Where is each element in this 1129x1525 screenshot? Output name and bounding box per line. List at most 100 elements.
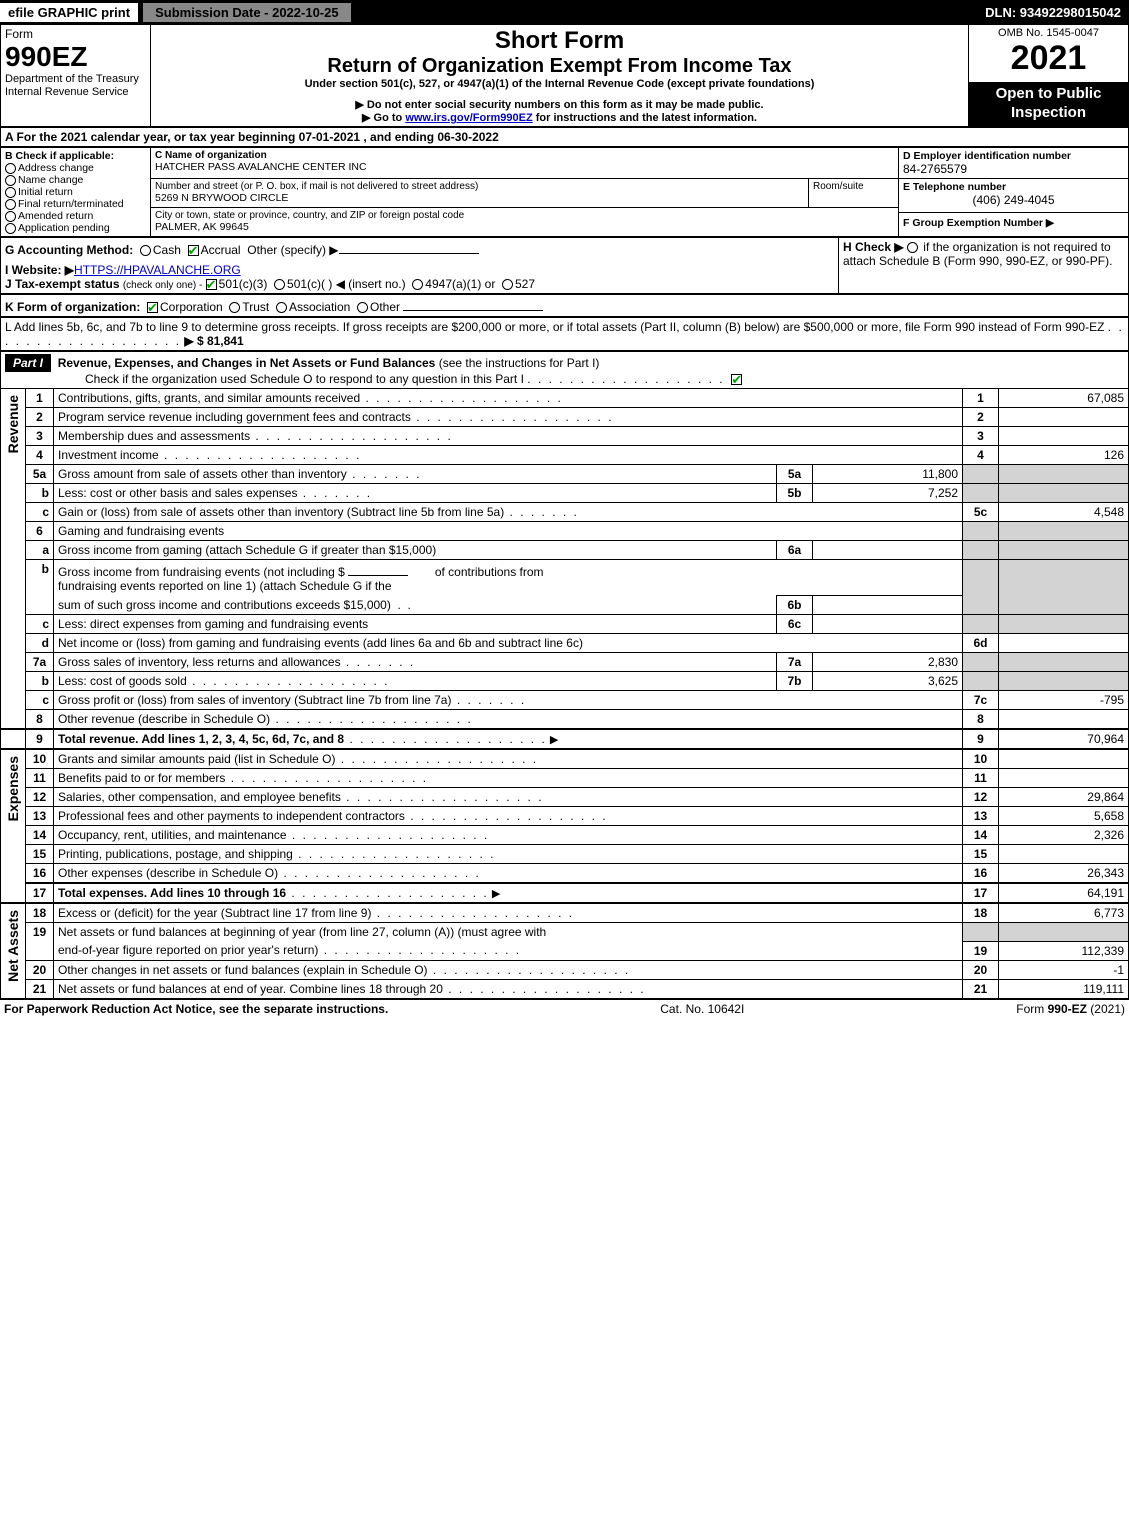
form-word: Form <box>5 27 146 41</box>
ln7a-num: 7a <box>26 653 54 672</box>
b-opt-final: Final return/terminated <box>5 198 146 210</box>
ln5c-amt: 4,548 <box>999 503 1129 522</box>
city: PALMER, AK 99645 <box>155 221 894 233</box>
grey-6a-amt <box>999 541 1129 560</box>
grey-19 <box>963 923 999 942</box>
ln14-num: 14 <box>26 826 54 845</box>
g-cash: Cash <box>153 243 181 257</box>
netassets-table: Net Assets 18 Excess or (deficit) for th… <box>0 903 1129 999</box>
ln3-amt <box>999 427 1129 446</box>
grey-6c-amt <box>999 615 1129 634</box>
ln16-ref: 16 <box>963 864 999 884</box>
schedule-o-checkbox[interactable] <box>731 374 742 385</box>
ln6c-iref: 6c <box>777 615 813 634</box>
omb-number: OMB No. 1545-0047 <box>973 27 1124 39</box>
ln3-ref: 3 <box>963 427 999 446</box>
city-label: City or town, state or province, country… <box>155 210 894 221</box>
open-to-public: Open to Public Inspection <box>969 82 1129 126</box>
ln6d-amt <box>999 634 1129 653</box>
ln8-amt <box>999 710 1129 730</box>
ln2-ref: 2 <box>963 408 999 427</box>
ln15-ref: 15 <box>963 845 999 864</box>
website-link[interactable]: HTTPS://HPAVALANCHE.ORG <box>74 263 241 277</box>
grey-6b2 <box>963 596 999 615</box>
grey-7a <box>963 653 999 672</box>
ln11-ref: 11 <box>963 769 999 788</box>
ln6c-num: c <box>26 615 54 634</box>
ln21-num: 21 <box>26 979 54 998</box>
grey-7b <box>963 672 999 691</box>
ln8-num: 8 <box>26 710 54 730</box>
ln9-num: 9 <box>26 729 54 749</box>
ln7c-amt: -795 <box>999 691 1129 710</box>
footer: For Paperwork Reduction Act Notice, see … <box>0 999 1129 1018</box>
irs-link[interactable]: www.irs.gov/Form990EZ <box>405 112 532 124</box>
ln13-amt: 5,658 <box>999 807 1129 826</box>
expenses-table: Expenses 10 Grants and similar amounts p… <box>0 749 1129 903</box>
ln12-num: 12 <box>26 788 54 807</box>
b-opt-name: Name change <box>5 174 146 186</box>
ln9-amt: 70,964 <box>999 729 1129 749</box>
dept-treasury: Department of the Treasury <box>5 73 146 86</box>
ln4-desc: Investment income <box>58 448 159 462</box>
ln4-num: 4 <box>26 446 54 465</box>
ln14-desc: Occupancy, rent, utilities, and maintena… <box>58 828 287 842</box>
ln10-num: 10 <box>26 750 54 769</box>
ln7c-num: c <box>26 691 54 710</box>
top-bar: efile GRAPHIC print Submission Date - 20… <box>0 0 1129 24</box>
grey-6b2-amt <box>999 596 1129 615</box>
part1-instr: (see the instructions for Part I) <box>439 356 600 370</box>
k-assoc: Association <box>289 300 350 314</box>
ln15-desc: Printing, publications, postage, and shi… <box>58 847 293 861</box>
ln7b-iref: 7b <box>777 672 813 691</box>
k-trust: Trust <box>242 300 269 314</box>
g-other: Other (specify) ▶ <box>247 243 338 257</box>
ln8-desc: Other revenue (describe in Schedule O) <box>58 712 270 726</box>
ln13-ref: 13 <box>963 807 999 826</box>
subtitle: Under section 501(c), 527, or 4947(a)(1)… <box>155 78 964 90</box>
ln6b-d2: fundraising events reported on line 1) (… <box>58 579 392 593</box>
ln17-ref: 17 <box>963 883 999 903</box>
k-line: K Form of organization: Corporation Trus… <box>0 294 1129 317</box>
note-ssn: ▶ Do not enter social security numbers o… <box>155 98 964 111</box>
ln9-ref: 9 <box>963 729 999 749</box>
ln19-ref: 19 <box>963 941 999 960</box>
ln7c-ref: 7c <box>963 691 999 710</box>
title-short-form: Short Form <box>155 27 964 55</box>
ln4-ref: 4 <box>963 446 999 465</box>
grey-6a <box>963 541 999 560</box>
ln14-ref: 14 <box>963 826 999 845</box>
info-block: B Check if applicable: Address change Na… <box>0 147 1129 237</box>
ln6d-num: d <box>26 634 54 653</box>
k-other: Other <box>370 300 400 314</box>
ln16-num: 16 <box>26 864 54 884</box>
ln6a-iref: 6a <box>777 541 813 560</box>
ln14-amt: 2,326 <box>999 826 1129 845</box>
form-number: 990EZ <box>5 41 146 73</box>
dln: DLN: 93492298015042 <box>977 3 1129 22</box>
ln5b-num: b <box>26 484 54 503</box>
l-amount: ▶ $ 81,841 <box>184 334 243 348</box>
g-label: G Accounting Method: <box>5 243 133 257</box>
ln16-desc: Other expenses (describe in Schedule O) <box>58 866 278 880</box>
ln8-ref: 8 <box>963 710 999 730</box>
ln18-amt: 6,773 <box>999 904 1129 923</box>
ln6b-d1: Gross income from fundraising events (no… <box>58 565 345 579</box>
ln7b-num: b <box>26 672 54 691</box>
c-label: C Name of organization <box>155 150 894 161</box>
ln6b-num: b <box>26 560 54 596</box>
ln6a-desc: Gross income from gaming (attach Schedul… <box>58 543 436 557</box>
ln6d-ref: 6d <box>963 634 999 653</box>
grey-5b <box>963 484 999 503</box>
ln18-num: 18 <box>26 904 54 923</box>
ln6a-iamt <box>813 541 963 560</box>
ln3-desc: Membership dues and assessments <box>58 429 250 443</box>
j-501c3: 501(c)(3) <box>219 277 268 291</box>
b-label: B Check if applicable: <box>5 150 146 162</box>
ln5c-num: c <box>26 503 54 522</box>
grey-5b-amt <box>999 484 1129 503</box>
ln10-amt <box>999 750 1129 769</box>
ln9-desc: Total revenue. Add lines 1, 2, 3, 4, 5c,… <box>58 732 344 746</box>
ln20-num: 20 <box>26 960 54 979</box>
ln20-desc: Other changes in net assets or fund bala… <box>58 963 428 977</box>
